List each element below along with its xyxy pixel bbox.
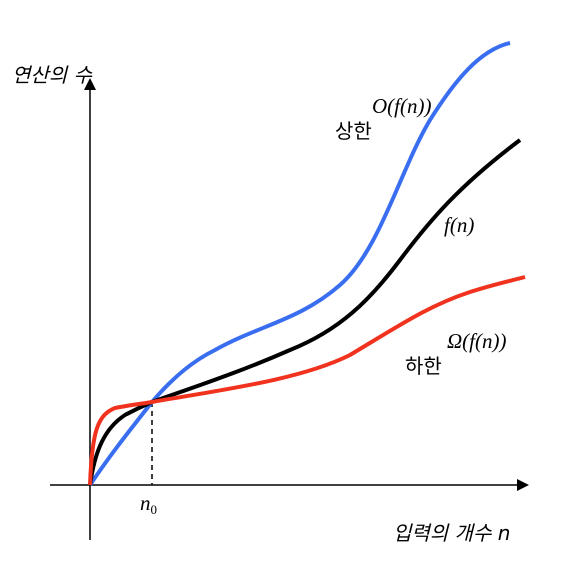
x-axis-label: 입력의 개수 n [393,521,510,545]
threshold-label: n0 [140,491,157,517]
lower-bound-curve [88,275,526,486]
lower-notation: Ω(f(n)) [447,329,507,353]
y-axis-label: 연산의 수 [12,63,93,87]
f-notation: f(n) [444,213,474,237]
upper-notation: O(f(n)) [372,94,431,118]
lower-name: 하한 [405,354,442,378]
f-curve [88,138,522,486]
upper-name: 상한 [335,119,372,143]
upper-bound-curve [88,41,511,487]
